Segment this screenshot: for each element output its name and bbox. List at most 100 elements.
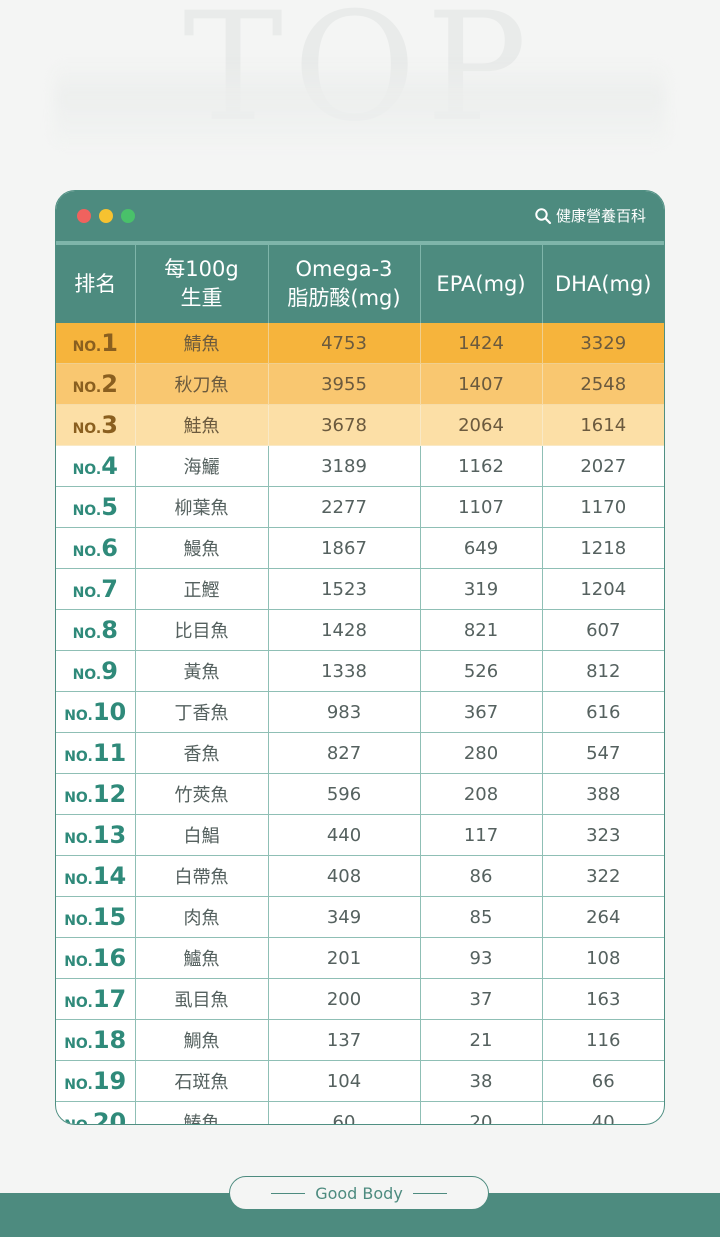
epa-cell: 1162 <box>420 445 543 487</box>
column-header-line2: 脂肪酸(mg) <box>287 286 401 310</box>
fish-name-cell: 香魚 <box>135 732 269 774</box>
epa-cell: 117 <box>420 814 543 856</box>
rank-cell: NO.10 <box>56 691 136 733</box>
omega3-cell: 1523 <box>268 568 421 610</box>
fish-name-cell: 鯖魚 <box>135 323 269 364</box>
dha-cell: 607 <box>542 609 664 651</box>
window-controls <box>77 209 135 223</box>
table-row: NO.2 秋刀魚 3955 1407 2548 <box>56 363 664 405</box>
omega3-cell: 408 <box>268 855 421 897</box>
omega3-cell: 827 <box>268 732 421 774</box>
rank-prefix: NO. <box>72 667 102 683</box>
table-row: NO.7 正鰹 1523 319 1204 <box>56 568 664 610</box>
omega3-ranking-table: 排名 每100g 生重 Omega-3 脂肪酸(mg) EPA(mg) DHA(mg) NO… <box>56 245 664 1125</box>
rank-prefix: NO. <box>72 421 102 437</box>
rank-number: 8 <box>101 616 118 644</box>
table-row: NO.4 海鱺 3189 1162 2027 <box>56 445 664 487</box>
maximize-dot-icon[interactable] <box>121 209 135 223</box>
column-header: 每100g 生重 <box>135 245 269 323</box>
epa-cell: 85 <box>420 896 543 938</box>
rank-cell: NO.2 <box>56 363 136 405</box>
table-row: NO.19 石斑魚 104 38 66 <box>56 1060 664 1102</box>
search-icon <box>534 207 552 225</box>
rank-cell: NO.14 <box>56 855 136 897</box>
rank-number: 6 <box>101 534 118 562</box>
table-header-row: 排名 每100g 生重 Omega-3 脂肪酸(mg) EPA(mg) DHA(mg) <box>56 245 664 323</box>
rank-cell: NO.3 <box>56 404 136 446</box>
rank-cell: NO.6 <box>56 527 136 569</box>
dha-cell: 323 <box>542 814 664 856</box>
divider-line <box>271 1192 306 1194</box>
ranking-card: 健康營養百科 排名 每100g 生重 Omega-3 脂肪酸(mg) EPA(mg) DHA… <box>55 190 665 1125</box>
table-row: NO.13 白鯧 440 117 323 <box>56 814 664 856</box>
rank-cell: NO.20 <box>56 1101 136 1125</box>
epa-cell: 37 <box>420 978 543 1020</box>
dha-cell: 1614 <box>542 404 664 446</box>
rank-prefix: NO. <box>72 544 102 560</box>
rank-prefix: NO. <box>64 995 93 1011</box>
omega3-cell: 201 <box>268 937 421 979</box>
fish-name-cell: 鯛魚 <box>135 1019 269 1061</box>
minimize-dot-icon[interactable] <box>99 209 113 223</box>
column-header: EPA(mg) <box>420 245 543 323</box>
table-row: NO.11 香魚 827 280 547 <box>56 732 664 774</box>
table-row: NO.10 丁香魚 983 367 616 <box>56 691 664 733</box>
table-row: NO.15 肉魚 349 85 264 <box>56 896 664 938</box>
footer-badge: Good Body <box>229 1176 489 1210</box>
dha-cell: 264 <box>542 896 664 938</box>
omega3-cell: 983 <box>268 691 421 733</box>
fish-name-cell: 海鱺 <box>135 445 269 487</box>
rank-prefix: NO. <box>72 626 102 642</box>
epa-cell: 649 <box>420 527 543 569</box>
divider-line <box>412 1192 447 1194</box>
omega3-cell: 1867 <box>268 527 421 569</box>
omega3-cell: 3189 <box>268 445 421 487</box>
rank-cell: NO.16 <box>56 937 136 979</box>
epa-cell: 319 <box>420 568 543 610</box>
rank-prefix: NO. <box>64 708 93 724</box>
table-row: NO.18 鯛魚 137 21 116 <box>56 1019 664 1061</box>
rank-number: 3 <box>101 411 118 439</box>
fish-name-cell: 比目魚 <box>135 609 269 651</box>
table-row: NO.6 鰻魚 1867 649 1218 <box>56 527 664 569</box>
rank-number: 12 <box>92 780 127 808</box>
omega3-cell: 60 <box>268 1101 421 1124</box>
footer-label: Good Body <box>315 1183 403 1203</box>
rank-number: 20 <box>92 1108 127 1125</box>
epa-cell: 280 <box>420 732 543 774</box>
dha-cell: 616 <box>542 691 664 733</box>
epa-cell: 20 <box>420 1101 543 1124</box>
table-row: NO.12 竹莢魚 596 208 388 <box>56 773 664 815</box>
fish-name-cell: 柳葉魚 <box>135 486 269 528</box>
rank-number: 16 <box>92 944 127 972</box>
rank-cell: NO.19 <box>56 1060 136 1102</box>
omega3-cell: 440 <box>268 814 421 856</box>
dha-cell: 66 <box>542 1060 664 1102</box>
brand-label: 健康營養百科 <box>555 207 646 225</box>
fish-name-cell: 白帶魚 <box>135 855 269 897</box>
table-row: NO.5 柳葉魚 2277 1107 1170 <box>56 486 664 528</box>
epa-cell: 1424 <box>420 323 543 364</box>
column-header-line1: 每100g <box>164 257 239 281</box>
close-dot-icon[interactable] <box>77 209 91 223</box>
rank-prefix: NO. <box>64 790 93 806</box>
dha-cell: 163 <box>542 978 664 1020</box>
epa-cell: 208 <box>420 773 543 815</box>
rank-prefix: NO. <box>72 503 102 519</box>
table-row: NO.16 鱸魚 201 93 108 <box>56 937 664 979</box>
epa-cell: 2064 <box>420 404 543 446</box>
rank-cell: NO.17 <box>56 978 136 1020</box>
rank-prefix: NO. <box>72 462 102 478</box>
epa-cell: 38 <box>420 1060 543 1102</box>
omega3-cell: 2277 <box>268 486 421 528</box>
rank-number: 15 <box>92 903 127 931</box>
rank-number: 9 <box>101 657 118 685</box>
rank-prefix: NO. <box>64 1036 93 1052</box>
dha-cell: 1218 <box>542 527 664 569</box>
rank-cell: NO.11 <box>56 732 136 774</box>
omega3-cell: 349 <box>268 896 421 938</box>
fish-name-cell: 鰻魚 <box>135 527 269 569</box>
column-header-line2: 生重 <box>180 286 223 310</box>
epa-cell: 526 <box>420 650 543 692</box>
